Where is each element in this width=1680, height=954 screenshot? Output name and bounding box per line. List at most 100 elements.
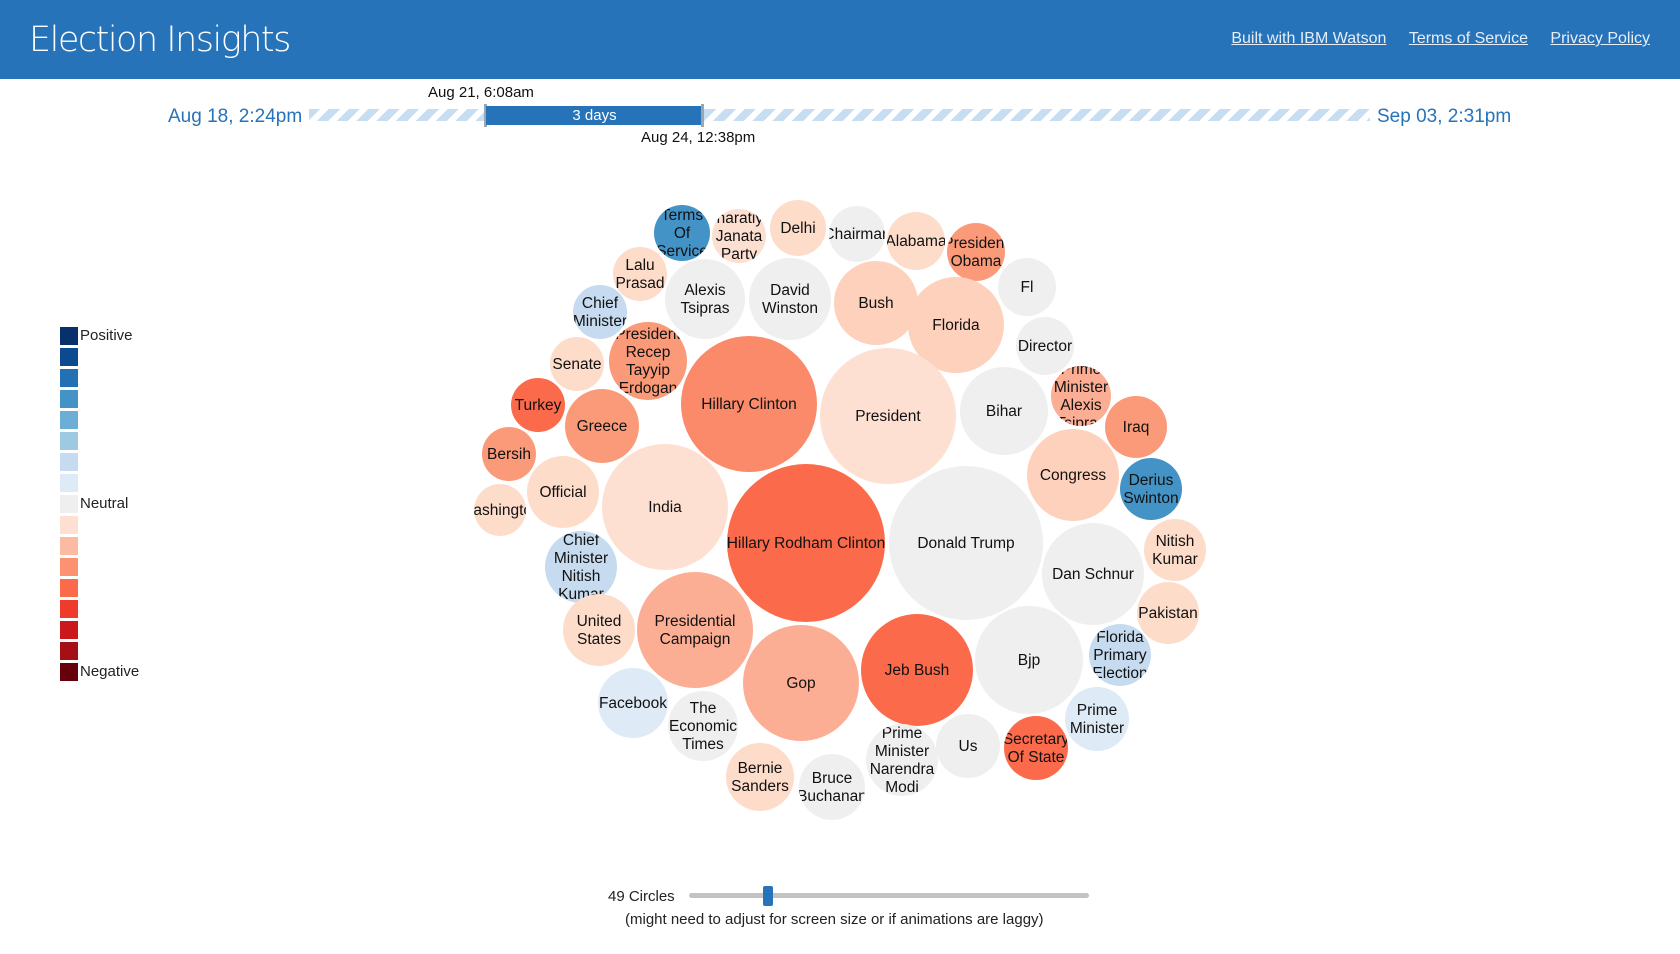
- bubble-turkey[interactable]: Turkey: [511, 378, 565, 432]
- bubble-iraq[interactable]: Iraq: [1105, 396, 1167, 458]
- bubble-florida[interactable]: Florida: [908, 277, 1004, 373]
- bubble-alabama[interactable]: Alabama: [885, 212, 947, 270]
- bubble-circle[interactable]: [834, 261, 918, 345]
- bubble-circle[interactable]: [1016, 317, 1074, 375]
- privacy-policy-link[interactable]: Privacy Policy: [1550, 30, 1650, 47]
- bubble-circle[interactable]: [563, 594, 635, 666]
- bubble-circle[interactable]: [665, 259, 745, 339]
- bubble-official[interactable]: Official: [527, 456, 599, 528]
- bubble-chairman[interactable]: Chairman: [823, 206, 890, 262]
- bubble-circle[interactable]: [960, 367, 1048, 455]
- terms-of-service-link[interactable]: Terms of Service: [1408, 30, 1528, 47]
- bubble-circle[interactable]: [1137, 582, 1199, 644]
- bubble-donald-trump[interactable]: Donald Trump: [889, 466, 1043, 620]
- bubble-circle[interactable]: [1105, 396, 1167, 458]
- bubble-circle[interactable]: [1065, 687, 1129, 751]
- bubble-circle[interactable]: [998, 258, 1056, 316]
- bubble-circle[interactable]: [936, 714, 1000, 778]
- circles-slider-track[interactable]: [689, 893, 1089, 898]
- bubble-bush[interactable]: Bush: [834, 261, 918, 345]
- built-with-watson-link[interactable]: Built with IBM Watson: [1231, 30, 1387, 47]
- bubble-circle[interactable]: [474, 484, 526, 536]
- bubble-circle[interactable]: [770, 200, 826, 256]
- bubble-circle[interactable]: [637, 572, 753, 688]
- bubble-dan-schnur[interactable]: Dan Schnur: [1042, 523, 1144, 625]
- bubble-circle[interactable]: [1004, 716, 1068, 780]
- bubble-us[interactable]: Us: [936, 714, 1000, 778]
- bubble-circle[interactable]: [947, 223, 1005, 281]
- bubble-circle[interactable]: [668, 691, 738, 761]
- bubble-circle[interactable]: [573, 285, 627, 339]
- bubble-greece[interactable]: Greece: [565, 389, 639, 463]
- bubble-circle[interactable]: [726, 743, 794, 811]
- bubble-circle[interactable]: [550, 337, 604, 391]
- bubble-bersih[interactable]: Bersih: [482, 427, 536, 481]
- bubble-circle[interactable]: [565, 389, 639, 463]
- bubble-circle[interactable]: [908, 277, 1004, 373]
- bubble-circle[interactable]: [545, 531, 617, 603]
- bubble-circle[interactable]: [1089, 624, 1151, 686]
- bubble-circle[interactable]: [1051, 366, 1111, 426]
- bubble-india[interactable]: India: [602, 444, 728, 570]
- bubble-washington[interactable]: Washington: [459, 484, 540, 536]
- bubble-gop[interactable]: Gop: [743, 625, 859, 741]
- circles-slider-thumb[interactable]: [763, 886, 773, 906]
- bubble-circle[interactable]: [598, 668, 668, 738]
- bubble-circle[interactable]: [712, 209, 766, 263]
- bubble-senate[interactable]: Senate: [550, 337, 604, 391]
- bubble-hillary-rodham-clinton[interactable]: Hillary Rodham Clinton: [727, 464, 886, 622]
- bubble-circle[interactable]: [749, 258, 831, 340]
- bubble-circle[interactable]: [743, 625, 859, 741]
- bubble-circle[interactable]: [975, 606, 1083, 714]
- bubble-congress[interactable]: Congress: [1027, 429, 1119, 521]
- bubble-circle[interactable]: [799, 754, 865, 820]
- bubble-circle[interactable]: [820, 348, 956, 484]
- bubble-circle[interactable]: [1042, 523, 1144, 625]
- bubble-circle[interactable]: [511, 378, 565, 432]
- bubble-delhi[interactable]: Delhi: [770, 200, 826, 256]
- bubble-bjp[interactable]: Bjp: [975, 606, 1083, 714]
- bubble-jeb-bush[interactable]: Jeb Bush: [861, 614, 973, 726]
- bubble-hillary-clinton[interactable]: Hillary Clinton: [681, 336, 817, 472]
- bubble-circle[interactable]: [889, 466, 1043, 620]
- timeline-right-handle[interactable]: [701, 104, 704, 127]
- bubble-circle[interactable]: [887, 212, 945, 270]
- timeline-left-handle[interactable]: [484, 104, 487, 127]
- bubble-circle[interactable]: [613, 247, 667, 301]
- bubble-circle[interactable]: [654, 205, 710, 261]
- bubble-circle[interactable]: [609, 322, 687, 400]
- timeline-selection[interactable]: 3 days: [486, 106, 703, 125]
- bubble-circle[interactable]: [482, 427, 536, 481]
- bubble-circle[interactable]: [602, 444, 728, 570]
- bubble-circle[interactable]: [727, 464, 885, 622]
- bubble-circle[interactable]: [829, 206, 885, 262]
- bubble-bihar[interactable]: Bihar: [960, 367, 1048, 455]
- bubble-facebook[interactable]: Facebook: [598, 668, 668, 738]
- bubble-circle[interactable]: [527, 456, 599, 528]
- bubble-circle[interactable]: [1027, 429, 1119, 521]
- bubble-director[interactable]: Director: [1016, 317, 1074, 375]
- bubble-circle[interactable]: [681, 336, 817, 472]
- bubble-circle[interactable]: [1144, 519, 1206, 581]
- bubble-circle[interactable]: [861, 614, 973, 726]
